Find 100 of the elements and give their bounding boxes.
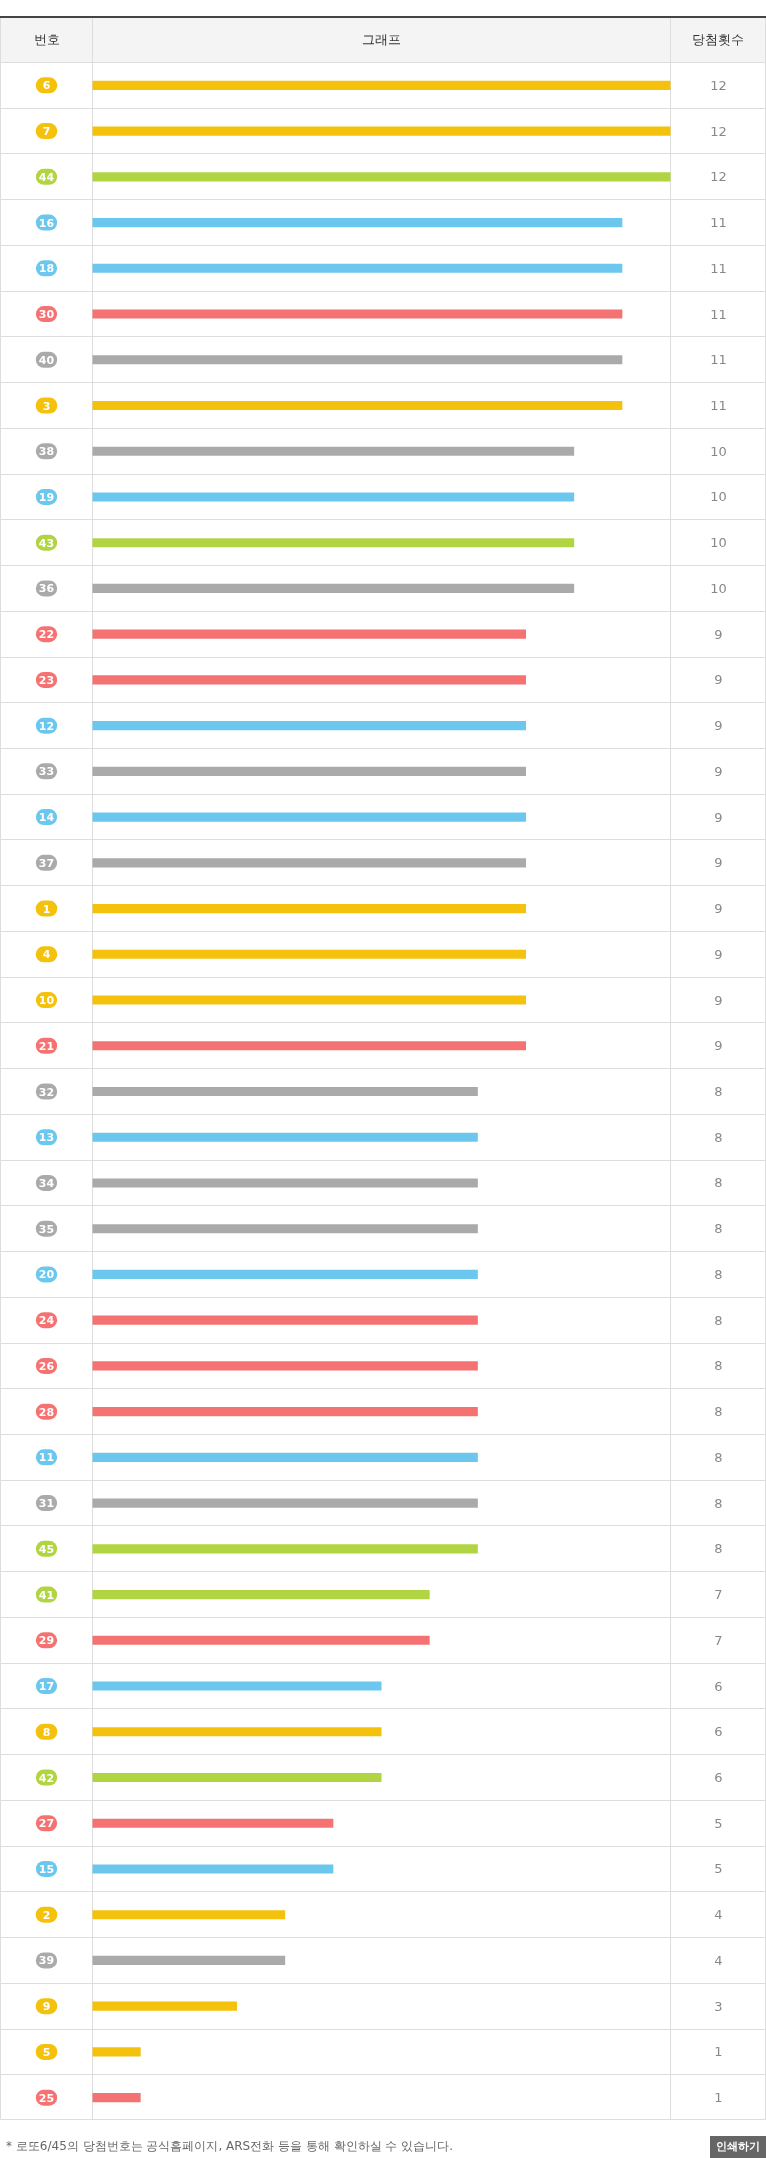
y-tick-label: 39 (38, 1954, 55, 1968)
bar (92, 1910, 286, 1920)
data-label: 7 (714, 1587, 723, 1603)
data-label: 8 (714, 1129, 723, 1145)
data-label: 10 (710, 489, 727, 505)
y-tick-label: 2 (42, 1908, 51, 1922)
bar (92, 1727, 382, 1737)
y-tick-label: 3 (42, 399, 51, 413)
bar (92, 217, 623, 228)
bar (92, 1452, 478, 1462)
bar (92, 1361, 478, 1371)
bar (92, 309, 623, 319)
data-label: 9 (714, 626, 723, 642)
bar (92, 949, 526, 959)
data-label: 6 (714, 1724, 723, 1740)
data-label: 11 (710, 260, 727, 276)
bar (92, 172, 671, 182)
data-label: 8 (714, 1541, 723, 1557)
bar (92, 126, 671, 136)
bar (92, 1635, 430, 1645)
data-label: 12 (710, 169, 727, 185)
y-tick-label: 22 (38, 628, 55, 642)
y-tick-label: 44 (38, 170, 55, 184)
bar (92, 1269, 478, 1280)
data-label: 8 (714, 1266, 723, 1282)
data-label: 11 (710, 352, 727, 368)
y-tick-label: 17 (38, 1680, 55, 1694)
y-tick-label: 42 (38, 1771, 55, 1785)
bar (92, 80, 671, 90)
data-label: 8 (714, 1175, 723, 1191)
data-label: 11 (710, 306, 727, 322)
data-label: 8 (714, 1358, 723, 1374)
y-tick-label: 10 (38, 994, 55, 1008)
bar (92, 1589, 430, 1600)
data-label: 10 (710, 443, 727, 459)
data-label: 9 (714, 1038, 723, 1054)
data-label: 6 (714, 1678, 723, 1694)
data-label: 9 (714, 855, 723, 871)
y-tick-label: 13 (38, 1131, 55, 1145)
y-tick-label: 19 (38, 490, 55, 504)
data-label: 5 (714, 1861, 723, 1877)
y-tick-label: 4 (42, 948, 51, 962)
data-label: 4 (714, 1952, 723, 1968)
y-tick-label: 21 (38, 1039, 55, 1053)
data-label: 9 (714, 763, 723, 779)
y-tick-label: 16 (38, 216, 55, 230)
data-label: 1 (714, 2090, 723, 2106)
y-tick-label: 36 (38, 582, 55, 596)
y-tick-label: 8 (42, 1725, 51, 1739)
bar (92, 903, 526, 914)
data-label: 9 (714, 901, 723, 917)
y-tick-label: 45 (38, 1542, 55, 1556)
bar (92, 1041, 526, 1051)
data-label: 3 (714, 1998, 723, 2014)
data-label: 10 (710, 535, 727, 551)
data-label: 10 (710, 580, 727, 596)
y-tick-label: 6 (42, 79, 51, 93)
y-tick-label: 24 (38, 1314, 55, 1328)
y-tick-label: 27 (38, 1817, 55, 1831)
bar (92, 1178, 478, 1188)
bar (92, 766, 526, 776)
y-tick-label: 43 (38, 536, 55, 550)
bar (92, 1132, 478, 1142)
text: 그래프 (92, 18, 670, 63)
y-tick-label: 12 (38, 719, 55, 733)
y-tick-label: 34 (38, 1176, 55, 1190)
bar (92, 2001, 237, 2011)
text: 인쇄하기 (710, 2136, 766, 2158)
bar (92, 538, 575, 548)
bar (92, 1224, 478, 1234)
bar (92, 1955, 286, 1966)
y-tick-label: 32 (38, 1085, 55, 1099)
y-tick-label: 40 (38, 353, 55, 367)
data-label: 7 (714, 1632, 723, 1648)
bar (92, 355, 623, 365)
bar (92, 1086, 478, 1097)
data-label: 6 (714, 1770, 723, 1785)
data-label: 11 (710, 215, 727, 231)
y-tick-label: 1 (42, 902, 51, 916)
y-tick-label: 7 (42, 125, 51, 139)
bar (92, 1818, 334, 1828)
data-label: 9 (714, 992, 723, 1008)
y-tick-label: 5 (42, 2045, 51, 2059)
bar (92, 1544, 478, 1554)
y-tick-label: 15 (38, 1862, 55, 1876)
text: * 로또6/45의 당첨번호는 공식홈페이지, ARS전화 등을 통해 확인하실 수 있습니다. (6, 2138, 454, 2155)
data-label: 8 (714, 1312, 723, 1328)
data-label: 8 (714, 1495, 723, 1511)
data-label: 1 (714, 2044, 723, 2060)
bar (92, 995, 526, 1005)
bar (92, 1498, 478, 1508)
y-tick-label: 28 (38, 1405, 55, 1419)
data-label: 12 (710, 77, 727, 93)
bar (92, 583, 575, 594)
bar (92, 400, 623, 411)
y-tick-label: 35 (38, 1222, 55, 1236)
y-tick-label: 33 (38, 765, 55, 779)
y-tick-label: 30 (38, 308, 55, 322)
data-label: 9 (714, 718, 723, 734)
y-tick-label: 26 (38, 1359, 55, 1373)
